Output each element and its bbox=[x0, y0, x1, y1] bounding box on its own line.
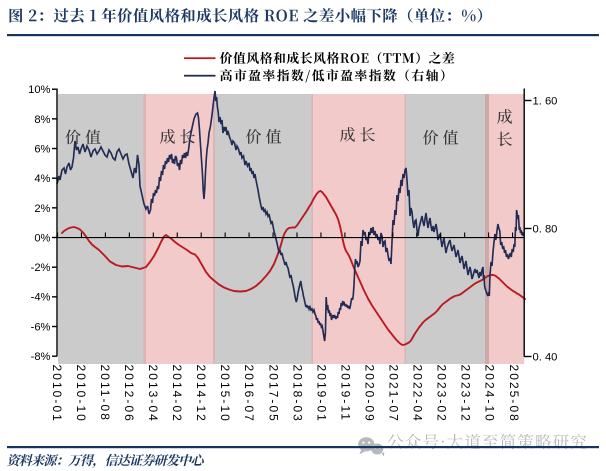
svg-text:-8%: -8% bbox=[31, 351, 51, 363]
svg-text:-2%: -2% bbox=[31, 262, 51, 274]
svg-text:2023-12: 2023-12 bbox=[459, 365, 473, 423]
svg-text:10%: 10% bbox=[28, 84, 50, 96]
svg-text:2010-01: 2010-01 bbox=[50, 365, 64, 423]
svg-text:2015-10: 2015-10 bbox=[218, 365, 232, 423]
svg-text:2011-08: 2011-08 bbox=[98, 365, 112, 423]
svg-text:2025-08: 2025-08 bbox=[507, 365, 521, 423]
svg-text:2024-10: 2024-10 bbox=[483, 365, 497, 423]
svg-text:2019-11: 2019-11 bbox=[338, 365, 352, 423]
svg-text:2017-05: 2017-05 bbox=[266, 365, 280, 423]
svg-text:2014-12: 2014-12 bbox=[194, 365, 208, 423]
svg-text:2019-01: 2019-01 bbox=[314, 365, 328, 423]
svg-text:2012-06: 2012-06 bbox=[122, 365, 136, 423]
svg-text:2013-04: 2013-04 bbox=[146, 365, 160, 423]
svg-text:2021-07: 2021-07 bbox=[387, 365, 401, 423]
svg-text:6%: 6% bbox=[34, 143, 50, 155]
svg-text:2020-09: 2020-09 bbox=[363, 365, 377, 423]
svg-text:0. 80: 0. 80 bbox=[533, 224, 558, 236]
svg-text:2%: 2% bbox=[34, 203, 50, 215]
svg-text:0. 40: 0. 40 bbox=[533, 352, 558, 364]
svg-text:2016-07: 2016-07 bbox=[242, 365, 256, 423]
svg-text:2010-10: 2010-10 bbox=[74, 365, 88, 423]
svg-text:0%: 0% bbox=[34, 232, 50, 244]
svg-text:1. 60: 1. 60 bbox=[533, 96, 558, 108]
svg-text:4%: 4% bbox=[34, 173, 50, 185]
svg-text:2014-02: 2014-02 bbox=[170, 365, 184, 423]
svg-text:8%: 8% bbox=[34, 114, 50, 126]
svg-text:2023-02: 2023-02 bbox=[435, 365, 449, 423]
svg-text:2018-03: 2018-03 bbox=[290, 365, 304, 423]
svg-text:2022-04: 2022-04 bbox=[411, 365, 425, 423]
svg-text:-6%: -6% bbox=[31, 321, 51, 333]
svg-text:-4%: -4% bbox=[31, 292, 51, 304]
